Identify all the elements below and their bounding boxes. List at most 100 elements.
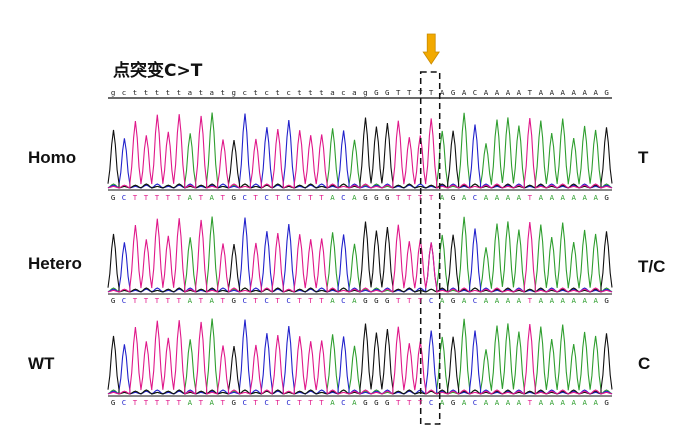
- reference-base-4: t: [154, 88, 160, 97]
- homo-base-36: A: [505, 193, 511, 202]
- reference-base-1: c: [121, 88, 127, 97]
- wt-base-13: T: [253, 398, 258, 407]
- trace-group-wt: [107, 318, 613, 397]
- row-label-hetero: Hetero: [28, 254, 82, 273]
- reference-base-33: C: [472, 88, 478, 97]
- wt-base-18: T: [308, 398, 313, 407]
- trace-hetero-T: [107, 218, 613, 293]
- wt-base-36: A: [505, 398, 511, 407]
- homo-base-8: T: [198, 193, 204, 202]
- reference-base-14: c: [264, 88, 269, 97]
- wt-base-41: A: [560, 398, 565, 407]
- hetero-base-37: A: [516, 296, 522, 305]
- hetero-base-12: C: [242, 296, 247, 305]
- hetero-base-21: C: [341, 296, 346, 305]
- hetero-base-10: T: [220, 296, 225, 305]
- reference-base-8: t: [198, 88, 204, 97]
- hetero-base-14: C: [264, 296, 269, 305]
- reference-base-2: t: [132, 88, 138, 97]
- homo-base-19: T: [319, 193, 324, 202]
- wt-base-2: T: [132, 398, 138, 407]
- wt-base-32: A: [461, 398, 467, 407]
- wt-base-26: T: [396, 398, 401, 407]
- reference-base-31: G: [450, 88, 456, 97]
- homo-base-37: A: [516, 193, 522, 202]
- wt-base-17: T: [297, 398, 302, 407]
- figure-frame: [108, 33, 612, 425]
- wt-base-25: G: [385, 398, 390, 407]
- hetero-base-4: T: [154, 296, 160, 305]
- hetero-base-25: G: [385, 296, 390, 305]
- hetero-base-34: A: [483, 296, 489, 305]
- hetero-base-7: A: [187, 296, 193, 305]
- reference-base-41: A: [560, 88, 565, 97]
- homo-base-16: C: [286, 193, 291, 202]
- homo-base-40: A: [549, 193, 555, 202]
- wt-base-33: C: [472, 398, 478, 407]
- row-label-wt: WT: [28, 354, 55, 373]
- homo-base-4: T: [154, 193, 160, 202]
- homo-base-12: C: [242, 193, 247, 202]
- row-label-homo: Homo: [28, 148, 77, 167]
- reference-base-5: t: [165, 88, 171, 97]
- hetero-base-20: A: [330, 296, 335, 305]
- wt-base-42: A: [571, 398, 576, 407]
- reference-base-35: A: [494, 88, 500, 97]
- wt-base-39: A: [538, 398, 544, 407]
- wt-base-38: T: [527, 398, 533, 407]
- reference-base-27: T: [406, 88, 412, 97]
- reference-base-3: t: [143, 88, 149, 97]
- homo-base-34: A: [483, 193, 489, 202]
- reference-base-18: t: [308, 88, 313, 97]
- reference-base-16: c: [286, 88, 291, 97]
- hetero-base-2: T: [132, 296, 138, 305]
- hetero-base-27: T: [406, 296, 412, 305]
- wt-base-34: A: [483, 398, 489, 407]
- wt-base-14: C: [264, 398, 269, 407]
- homo-base-23: G: [363, 193, 368, 202]
- reference-base-26: T: [396, 88, 401, 97]
- reference-base-12: c: [242, 88, 247, 97]
- wt-base-3: T: [143, 398, 149, 407]
- hetero-base-33: C: [472, 296, 478, 305]
- wt-base-43: A: [582, 398, 587, 407]
- homo-base-26: T: [396, 193, 401, 202]
- reference-base-20: a: [330, 88, 335, 97]
- wt-base-0: G: [110, 398, 116, 407]
- wt-base-22: A: [352, 398, 357, 407]
- hetero-base-41: A: [560, 296, 565, 305]
- wt-base-8: T: [198, 398, 204, 407]
- homo-base-42: A: [571, 193, 576, 202]
- hetero-base-39: A: [538, 296, 544, 305]
- wt-base-16: C: [286, 398, 291, 407]
- homo-base-33: C: [472, 193, 478, 202]
- mutation-site-dashed-box: [419, 71, 441, 425]
- reference-base-9: a: [209, 88, 214, 97]
- wt-base-4: T: [154, 398, 160, 407]
- homo-base-41: A: [560, 193, 565, 202]
- homo-base-32: A: [461, 193, 467, 202]
- reference-base-28: T: [417, 88, 423, 97]
- homo-base-1: C: [121, 193, 127, 202]
- wt-base-19: T: [319, 398, 324, 407]
- homo-base-30: A: [439, 193, 445, 202]
- trace-group-hetero: [107, 216, 613, 295]
- reference-base-22: a: [352, 88, 357, 97]
- homo-base-29: T: [428, 193, 434, 202]
- homo-base-27: T: [406, 193, 412, 202]
- wt-base-1: C: [121, 398, 127, 407]
- homo-base-15: T: [275, 193, 280, 202]
- wt-base-24: G: [374, 398, 379, 407]
- hetero-base-5: T: [165, 296, 171, 305]
- reference-base-36: A: [505, 88, 511, 97]
- hetero-base-38: T: [527, 296, 533, 305]
- homo-base-28: T: [417, 193, 423, 202]
- reference-base-21: c: [341, 88, 346, 97]
- homo-base-45: G: [604, 193, 609, 202]
- homo-base-17: T: [297, 193, 302, 202]
- hetero-base-30: A: [439, 296, 445, 305]
- reference-base-24: G: [374, 88, 379, 97]
